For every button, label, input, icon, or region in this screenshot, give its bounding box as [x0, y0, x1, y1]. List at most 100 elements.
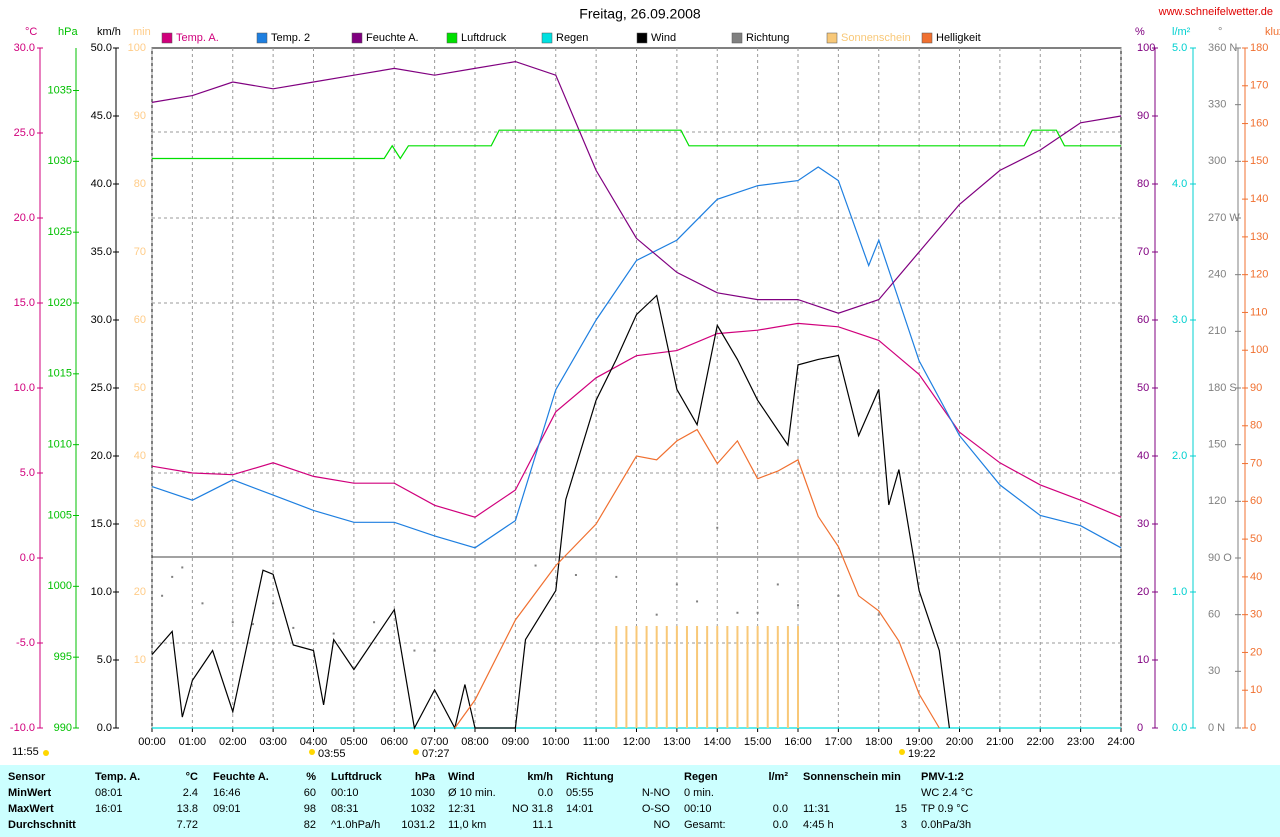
table-cell: 1030 — [410, 787, 435, 799]
table-cell: 7.72 — [176, 819, 198, 831]
table-cell: Richtung — [566, 771, 614, 783]
table-cell: 3 — [900, 819, 907, 831]
x-tick-label: 22:00 — [1026, 736, 1054, 748]
x-tick-label: 10:00 — [542, 736, 570, 748]
table-cell: 09:01 — [213, 803, 241, 815]
table-cell: Feuchte A. — [213, 771, 269, 783]
table-cell: 0.0 — [537, 787, 553, 799]
y-tick-label: 5.0 — [20, 467, 35, 479]
direction-dot — [877, 613, 880, 616]
x-tick-label: 11:00 — [583, 736, 610, 748]
sunshine-bar — [786, 626, 789, 728]
y-tick-label: 1010 — [48, 439, 72, 451]
y-tick-label: 50 — [134, 382, 146, 394]
axis-unit: klux — [1265, 26, 1280, 38]
y-tick-label: 25.0 — [14, 127, 35, 139]
y-tick-label: 1020 — [48, 297, 72, 309]
chart: Freitag, 26.09.2008 www.schneifelwetter.… — [10, 6, 1280, 760]
y-tick-label: 50 — [1250, 533, 1262, 545]
y-tick-label: 45.0 — [91, 110, 112, 122]
sunshine-bar — [696, 626, 699, 728]
legend-swatch — [921, 32, 933, 44]
sun-icon — [899, 749, 905, 755]
y-tick-label: 3.0 — [1172, 314, 1187, 326]
direction-dot — [171, 575, 174, 578]
x-tick-label: 20:00 — [946, 736, 974, 748]
direction-dot — [161, 594, 164, 597]
x-tick-label: 03:00 — [259, 736, 287, 748]
chart-title: Freitag, 26.09.2008 — [579, 6, 701, 22]
table-cell: 82 — [303, 819, 316, 831]
y-tick-label: 130 — [1250, 231, 1268, 243]
y-tick-label: 20 — [134, 586, 146, 598]
y-tick-label: 30 — [1137, 518, 1149, 530]
series-line — [151, 166, 1122, 549]
x-tick-label: 16:00 — [784, 736, 812, 748]
y-tick-label: 0 — [1250, 722, 1256, 734]
table-cell: 4:45 h — [803, 819, 834, 831]
x-tick-label: 12:00 — [623, 736, 651, 748]
table-cell: 15 — [894, 803, 907, 815]
y-tick-label: 10 — [1250, 684, 1262, 696]
sunshine-bar — [746, 626, 749, 728]
sunshine-bar — [736, 626, 739, 728]
axis-unit: km/h — [97, 26, 121, 38]
x-tick-label: 13:00 — [663, 736, 691, 748]
table-cell: 08:31 — [331, 803, 359, 815]
legend-label: Temp. A. — [176, 32, 219, 44]
table-cell: Sonnenschein min — [803, 771, 901, 783]
y-tick-label: 5.0 — [97, 654, 112, 666]
table-cell: 98 — [303, 803, 316, 815]
y-tick-label: 90 — [1137, 110, 1149, 122]
table-cell: ^1.0hPa/h — [331, 819, 381, 831]
direction-dot — [534, 564, 537, 567]
y-tick-label: 15.0 — [91, 518, 112, 530]
x-tick-label: 00:00 — [138, 736, 166, 748]
legend-label: Sonnenschein — [841, 32, 911, 44]
y-tick-label: 10.0 — [91, 586, 112, 598]
y-tick-label: 210 — [1208, 325, 1226, 337]
direction-dot — [251, 623, 254, 626]
sunshine-bar — [615, 626, 618, 728]
table-cell: Regen — [684, 771, 718, 783]
table-cell: l/m² — [768, 771, 788, 783]
y-tick-label: 40 — [1137, 450, 1149, 462]
source: www.schneifelwetter.de — [1158, 6, 1273, 18]
y-tick-label: 70 — [134, 246, 146, 258]
sunshine-bar — [716, 626, 719, 728]
legend-label: Luftdruck — [461, 32, 507, 44]
y-tick-label: 0.0 — [1172, 722, 1187, 734]
table-cell: 1032 — [410, 803, 435, 815]
y-tick-label: 10.0 — [14, 382, 35, 394]
table-cell: O-SO — [641, 803, 670, 815]
y-tick-label: 60 — [134, 314, 146, 326]
annotation: 11:55 — [12, 746, 39, 758]
y-tick-label: 1015 — [48, 368, 72, 380]
direction-dot — [655, 613, 658, 616]
table-cell: 13.8 — [176, 803, 198, 815]
y-tick-label: 360 N — [1208, 42, 1237, 54]
direction-dot — [797, 604, 799, 607]
legend-swatch — [256, 32, 268, 44]
axis-unit: % — [1135, 26, 1145, 38]
y-tick-label: 50.0 — [91, 42, 112, 54]
y-tick-label: 40 — [1250, 571, 1262, 583]
table-cell: 00:10 — [331, 787, 359, 799]
y-tick-label: 0 N — [1208, 722, 1225, 734]
table-cell: Gesamt: — [684, 819, 726, 831]
table-cell: km/h — [527, 771, 553, 783]
y-tick-label: 10 — [1137, 654, 1149, 666]
table-cell: Sensor — [8, 771, 46, 783]
table-cell: Durchschnitt — [8, 819, 76, 831]
sunshine-bar — [635, 626, 638, 728]
direction-dot — [776, 583, 779, 586]
axis-unit: ° — [1218, 26, 1222, 38]
table-cell: MaxWert — [8, 803, 54, 815]
y-tick-label: 100 — [1137, 42, 1155, 54]
y-tick-label: 4.0 — [1172, 178, 1187, 190]
y-tick-label: 150 — [1250, 155, 1268, 167]
annotation: 07:27 — [422, 748, 450, 760]
table-cell: Luftdruck — [331, 771, 382, 783]
x-tick-label: 17:00 — [825, 736, 853, 748]
